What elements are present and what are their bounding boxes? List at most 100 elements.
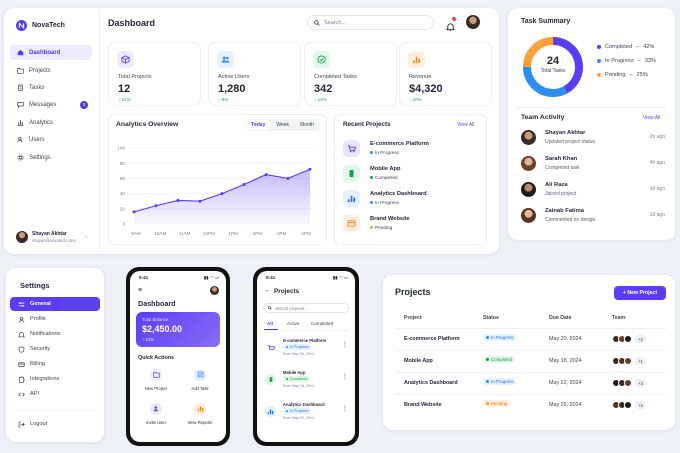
- table-row[interactable]: E-commerce Platform In Progress May 20, …: [395, 328, 666, 350]
- kpi-change: ↑ 10%: [409, 97, 422, 102]
- quick-action-view-reports[interactable]: View Reports: [180, 399, 220, 429]
- activity-time: 1d ago: [649, 186, 665, 192]
- more-vertical-icon[interactable]: ⋮: [342, 342, 348, 348]
- recent-view-all-link[interactable]: View All: [457, 122, 475, 128]
- kpi-value: 1,280: [218, 83, 246, 95]
- gear-icon: [17, 154, 24, 161]
- sidebar-item-settings[interactable]: Settings: [10, 150, 92, 165]
- more-vertical-icon[interactable]: ⋮: [342, 374, 348, 380]
- project-name: Mobile App: [283, 370, 306, 375]
- settings-item-billing[interactable]: Billing: [10, 357, 100, 371]
- status-badge: Completed: [483, 356, 516, 363]
- project-list-item[interactable]: Analytics Dashboard In Progress Due: May…: [263, 401, 351, 425]
- sidebar-user[interactable]: Shayan Akhtar shayan@novatech.com ⌄: [16, 230, 96, 246]
- project-list-item[interactable]: Mobile App Completed Due: May 18, 2024 ⋮: [263, 369, 351, 393]
- folder-plus-icon: [150, 368, 162, 381]
- team-more-count: +1: [635, 357, 646, 365]
- legend-swatch: [597, 59, 601, 63]
- activity-time: 2h ago: [649, 134, 665, 140]
- tab-completed[interactable]: Completed: [311, 321, 334, 326]
- settings-item-security[interactable]: Security: [10, 342, 100, 356]
- team-avatars: +3: [612, 379, 646, 387]
- x-tick-label: 4PM: [301, 231, 311, 236]
- settings-item-profile[interactable]: Profile: [10, 312, 100, 326]
- cell-project: Mobile App: [404, 358, 433, 364]
- project-search-input[interactable]: Search projects...: [263, 303, 349, 313]
- home-icon: [17, 49, 24, 56]
- table-row[interactable]: Brand Website Pending May 25, 2024 +2: [395, 394, 666, 416]
- settings-item-general[interactable]: General: [10, 297, 100, 311]
- quick-action-new-project[interactable]: New Project: [136, 365, 176, 395]
- recent-project-item[interactable]: Mobile App Completed: [343, 165, 483, 185]
- recent-project-item[interactable]: Analytics Dashboard In Progress: [343, 190, 483, 210]
- settings-item-label: Integrations: [30, 376, 60, 382]
- bar-chart-icon: [408, 51, 425, 68]
- kpi-value: 342: [314, 83, 333, 95]
- tab-all[interactable]: All: [267, 321, 273, 326]
- settings-item-label: Billing: [30, 361, 45, 367]
- balance-label: Total Balance: [142, 317, 169, 322]
- activity-time: 2d ago: [649, 212, 665, 218]
- settings-item-notifications[interactable]: Notifications: [10, 327, 100, 341]
- settings-item-api[interactable]: API: [10, 387, 100, 401]
- activity-desc: Updated project status: [545, 139, 596, 145]
- sidebar-item-projects[interactable]: Projects: [10, 63, 92, 78]
- sidebar-item-analytics[interactable]: Analytics: [10, 115, 92, 130]
- kpi-change: ↑ 8%: [218, 97, 229, 102]
- team-view-all-link[interactable]: View All: [643, 115, 661, 121]
- legend-swatch: [597, 45, 601, 49]
- donut-slice: [523, 37, 583, 97]
- more-vertical-icon[interactable]: ⋮: [342, 406, 348, 412]
- y-tick-label: 80: [120, 161, 126, 166]
- team-avatars: +2: [612, 401, 646, 409]
- settings-item-label: API: [30, 391, 40, 397]
- recent-project-item[interactable]: Brand Website Pending: [343, 215, 483, 235]
- due-date: Due: May 18, 2024: [283, 384, 315, 388]
- user-email: shayan@novatech.com: [32, 238, 76, 243]
- kpi-total-projects: Total Projects 12 ↑ 12%: [108, 42, 201, 106]
- brand-name: NovaTech: [32, 22, 65, 29]
- users-icon: [217, 51, 234, 68]
- x-tick-label: 12PM: [203, 231, 215, 236]
- tab-week[interactable]: Week: [276, 122, 290, 128]
- quick-action-add-task[interactable]: Add Task: [180, 365, 220, 395]
- tab-active[interactable]: Active: [287, 321, 300, 326]
- search-input[interactable]: Search...: [307, 15, 434, 30]
- activity-user: Shayan Akhtar: [545, 130, 586, 136]
- sidebar-item-tasks[interactable]: Tasks: [10, 80, 92, 95]
- search-placeholder: Search projects...: [275, 305, 308, 311]
- analytics-area-chart: 0 20 40 60 80 100 9AM 10AM 11AM 12PM 1PM 2PM 3PM 4PM: [117, 146, 316, 236]
- menu-icon[interactable]: ≡: [138, 287, 143, 294]
- sidebar-item-messages[interactable]: Messages 3: [10, 97, 92, 112]
- legend-swatch: [597, 73, 601, 77]
- y-tick-label: 20: [120, 206, 126, 211]
- divider: [263, 330, 349, 331]
- team-avatars: +2: [612, 335, 646, 343]
- recent-project-item[interactable]: E-commerce Platform In Progress: [343, 140, 483, 160]
- sidebar-item-dashboard[interactable]: Dashboard: [10, 45, 92, 60]
- project-list-item[interactable]: E-commerce Platform In Progress Due: May…: [263, 337, 351, 361]
- new-project-button[interactable]: + New Project: [614, 286, 666, 300]
- table-row[interactable]: Analytics Dashboard In Progress May 22, …: [395, 372, 666, 394]
- logout-button[interactable]: Logout: [10, 417, 100, 431]
- x-tick-label: 3PM: [277, 231, 287, 236]
- settings-item-integrations[interactable]: Integrations: [10, 372, 100, 386]
- back-arrow-icon[interactable]: ←: [264, 287, 271, 294]
- kpi-label: Revenue: [409, 74, 432, 80]
- table-row[interactable]: Mobile App Completed May 18, 2024 +1: [395, 350, 666, 372]
- notification-bell-icon[interactable]: [445, 17, 456, 36]
- tab-today[interactable]: Today: [246, 120, 271, 130]
- clipboard-icon: [18, 84, 23, 91]
- activity-item: Shayan Akhtar Updated project status 2h …: [521, 130, 667, 156]
- avatar[interactable]: [210, 286, 219, 295]
- activity-time: 4h ago: [649, 160, 665, 166]
- search-placeholder: Search...: [324, 19, 347, 26]
- tab-month[interactable]: Month: [300, 122, 314, 128]
- sidebar-item-users[interactable]: Users: [10, 132, 92, 147]
- quick-action-invite-user[interactable]: Invite User: [136, 399, 176, 429]
- due-date: Due: May 22, 2024: [283, 416, 315, 420]
- activity-user: Ali Raza: [545, 182, 568, 188]
- header-avatar[interactable]: [466, 15, 480, 29]
- sidebar-item-label: Dashboard: [29, 49, 61, 56]
- col-team: Team: [612, 315, 626, 321]
